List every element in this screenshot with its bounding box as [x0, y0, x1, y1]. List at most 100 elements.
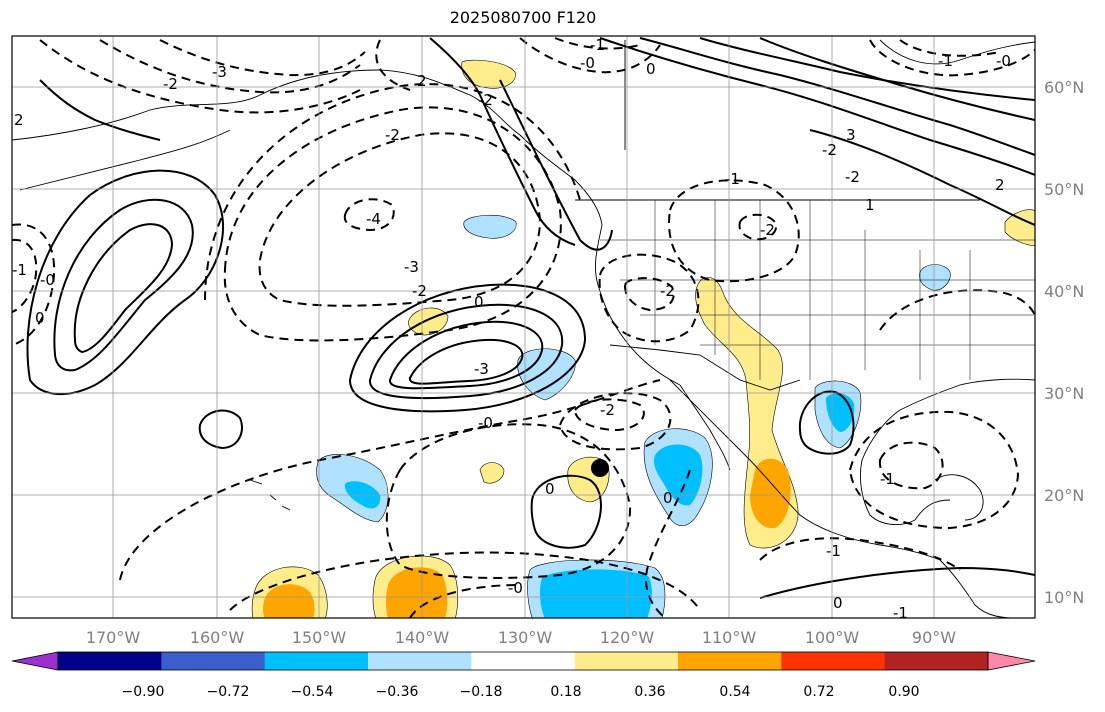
longitude-label: 130°W	[498, 628, 553, 647]
contour-label: 0	[663, 489, 673, 507]
colorbar-cell	[368, 652, 472, 670]
negative-contour	[229, 551, 701, 611]
border-us-mexico	[609, 344, 801, 391]
contour-label: -0	[996, 52, 1011, 70]
positive-contour	[699, 37, 1035, 101]
colorbar-tick-label: 0.18	[550, 684, 581, 700]
negative-contour	[519, 37, 661, 74]
negative-contour	[375, 39, 411, 91]
positive-contour	[759, 37, 1035, 121]
colorbar-extend-right	[987, 651, 1036, 671]
longitude-label: 160°W	[190, 628, 245, 647]
colorbar-tick-label: 0.90	[888, 684, 919, 700]
coastline-alaska	[12, 69, 603, 226]
contour-label: -2	[163, 75, 178, 93]
positive-contour	[368, 303, 564, 400]
contour-label: -2	[600, 401, 615, 419]
shaded-regions	[251, 59, 1035, 618]
positive-contour	[599, 37, 1035, 176]
longitude-label: 90°W	[912, 628, 956, 647]
negative-contour	[558, 392, 672, 451]
negative-region	[463, 214, 517, 239]
negative-contour	[99, 39, 361, 94]
positive-contour	[809, 129, 1035, 226]
colorbar-cells	[58, 652, 989, 670]
latitude-label: 10°N	[1044, 588, 1084, 607]
contour-label: 2	[14, 111, 24, 129]
colorbar-tick-label: 0.54	[719, 684, 750, 700]
contour-label: 2	[417, 72, 427, 90]
colorbar-tick-label: −0.18	[460, 684, 503, 700]
coastline-hudson	[879, 39, 1035, 65]
longitude-label: 120°W	[600, 628, 655, 647]
positive-contour	[39, 79, 161, 141]
contour-label: -2	[478, 91, 493, 109]
latitude-label: 30°N	[1044, 384, 1084, 403]
contour-label: -1	[12, 261, 27, 279]
colorbar-cell	[574, 652, 679, 670]
latitude-label: 40°N	[1044, 282, 1084, 301]
positive-region	[750, 458, 791, 529]
positive-region	[1004, 209, 1035, 246]
contour-label: -2	[412, 282, 427, 300]
positive-region	[263, 584, 315, 618]
coastline-gulf	[859, 378, 1035, 526]
negative-contour	[869, 39, 1035, 77]
negative-contour	[409, 584, 521, 618]
positive-contour	[798, 390, 855, 455]
map-title: 2025080700 F120	[449, 8, 597, 27]
positive-region	[385, 567, 448, 618]
negative-region	[919, 264, 951, 291]
contour-label: 0	[35, 309, 45, 327]
contour-label: -1	[880, 470, 895, 488]
negative-region	[540, 569, 652, 618]
coastline-aleutians	[19, 129, 231, 191]
contour-label: -2	[845, 168, 860, 186]
negative-contour	[623, 277, 675, 312]
longitude-label: 100°W	[805, 628, 860, 647]
contour-label: -4	[366, 210, 381, 228]
contour-label: -0	[478, 414, 493, 432]
negative-contour	[12, 223, 56, 346]
colorbar-cell	[161, 652, 266, 670]
contour-label: -1	[938, 52, 953, 70]
contour-label: -2	[822, 141, 837, 159]
negative-contour	[119, 379, 661, 581]
negative-contour	[848, 410, 1020, 530]
negative-contour	[159, 39, 366, 77]
contour-label: -1	[893, 604, 908, 622]
colorbar-tick-label: −0.54	[291, 684, 334, 700]
positive-region	[461, 59, 516, 89]
negative-contour	[668, 179, 800, 283]
colorbar-cell	[678, 652, 782, 670]
positive-contour	[73, 223, 174, 354]
contour-label: -3	[474, 360, 489, 378]
graticule	[12, 36, 1035, 618]
colorbar-extend-left	[11, 651, 59, 671]
contour-label: -0	[580, 54, 595, 72]
contour-label: -0	[508, 579, 523, 597]
positive-contour	[26, 169, 224, 396]
positive-contour	[759, 566, 1035, 599]
positive-contour	[530, 474, 602, 549]
contour-label: -1	[826, 542, 841, 560]
map-frame	[11, 35, 1036, 619]
contours	[12, 37, 1035, 618]
longitude-label: 170°W	[86, 628, 141, 647]
contour-label: 0	[474, 293, 484, 311]
negative-contour	[759, 537, 961, 571]
contour-label: -2	[385, 126, 400, 144]
state-borders	[600, 200, 1035, 380]
contour-label: 0	[646, 60, 656, 78]
positive-contour	[389, 320, 544, 390]
negative-contour	[738, 213, 778, 241]
location-marker[interactable]	[591, 459, 609, 477]
contour-label: -1	[590, 36, 605, 54]
contour-label: 0	[545, 480, 555, 498]
negative-contour	[204, 83, 581, 301]
latitude-label: 50°N	[1044, 180, 1084, 199]
colorbar-tick-label: −0.90	[122, 684, 165, 700]
negative-contour	[573, 398, 645, 432]
latitude-label: 60°N	[1044, 78, 1084, 97]
